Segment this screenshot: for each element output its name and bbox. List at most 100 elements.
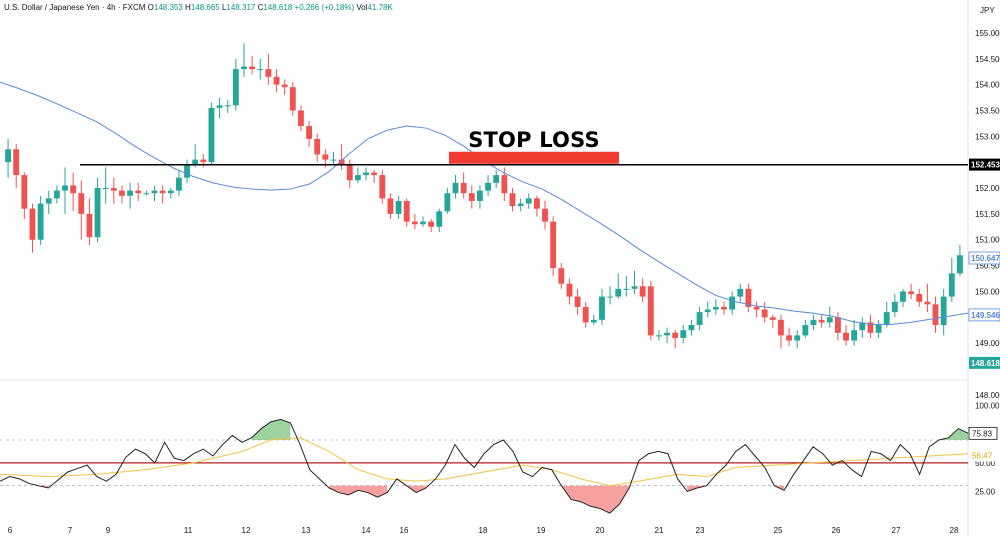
open-label: O — [147, 3, 154, 12]
oversold-fill — [687, 485, 707, 492]
bear-candle — [778, 319, 784, 336]
bull-candle — [94, 188, 101, 238]
bull-candle — [859, 322, 866, 331]
high-value: 148.665 — [190, 3, 220, 12]
bull-candle — [875, 325, 882, 333]
bull-candle — [940, 296, 947, 326]
oversold-fill — [561, 485, 630, 514]
price-label-box — [968, 251, 1000, 265]
bear-candle — [550, 221, 557, 269]
x-tick-label: 25 — [774, 526, 783, 535]
bear-candle — [346, 164, 353, 181]
bull-candle — [623, 288, 630, 290]
bear-candle — [932, 304, 939, 326]
bull-candle — [794, 335, 801, 341]
price-tick-label: 152.000 — [975, 184, 1000, 193]
bull-candle — [810, 319, 817, 326]
price-label-text: 149.546 — [971, 311, 1000, 320]
bear-candle — [916, 294, 923, 302]
bull-candle — [607, 296, 614, 298]
bear-candle — [501, 175, 508, 194]
oscillator-tick-label: 50.00 — [975, 459, 996, 468]
bull-candle — [655, 335, 662, 337]
bull-candle — [53, 190, 60, 199]
x-tick-label: 20 — [596, 526, 605, 535]
bear-candle — [314, 138, 321, 155]
x-tick-label: 13 — [302, 526, 311, 535]
x-tick-label: 14 — [362, 526, 371, 535]
bull-candle — [802, 325, 809, 336]
bull-candle — [900, 291, 906, 302]
overbought-fill — [938, 428, 968, 440]
bear-candle — [298, 110, 304, 126]
price-tick-label: 150.000 — [975, 287, 1000, 296]
bear-candle — [786, 335, 793, 341]
oscillator-signal-line — [0, 437, 969, 487]
bull-candle — [493, 175, 500, 183]
bull-candle — [216, 105, 223, 108]
oscillator-value-text: 75.83 — [972, 429, 993, 438]
price-tick-label: 150.500 — [975, 262, 1000, 271]
bull-candle — [151, 190, 158, 194]
bull-candle — [354, 175, 361, 181]
bull-candle — [525, 198, 532, 204]
bear-candle — [249, 66, 256, 70]
oscillator-value-box — [968, 426, 998, 440]
bull-candle — [664, 332, 670, 336]
oscillator-value-box — [969, 449, 997, 462]
close-value: 148.618 — [263, 3, 293, 12]
bull-candle — [957, 255, 963, 274]
bull-candle — [208, 107, 215, 163]
x-tick-label: 6 — [8, 526, 13, 535]
x-tick-label: 18 — [479, 526, 488, 535]
bear-candle — [306, 125, 313, 139]
bear-candle — [428, 221, 435, 227]
bull-candle — [883, 312, 890, 326]
oscillator-line — [0, 418, 969, 514]
bull-candle — [45, 198, 52, 204]
bull-candle — [37, 203, 44, 240]
bear-candle — [21, 175, 28, 209]
bear-candle — [672, 332, 679, 338]
price-tick-label: 151.000 — [975, 236, 1000, 245]
bear-candle — [86, 213, 93, 238]
bull-candle — [127, 190, 134, 196]
currency-label: JPY — [980, 6, 995, 15]
price-tick-label: 148.000 — [975, 391, 1000, 400]
bull-candle — [680, 330, 687, 338]
bear-candle — [582, 306, 589, 323]
bull-candle — [851, 330, 858, 341]
bull-candle — [599, 296, 605, 320]
low-value: 148.317 — [226, 3, 256, 12]
x-tick-label: 12 — [242, 526, 251, 535]
bull-candle — [257, 69, 264, 71]
bear-candle — [119, 190, 125, 196]
open-value: 148.353 — [153, 3, 183, 12]
bear-candle — [542, 208, 548, 222]
x-tick-label: 9 — [106, 526, 111, 535]
bull-candle — [192, 159, 199, 165]
bull-candle — [688, 325, 695, 331]
bear-candle — [265, 69, 272, 77]
stop-loss-label: STOP LOSS — [468, 128, 600, 152]
price-label-text: 150.647 — [971, 254, 1000, 263]
symbol-title: U.S. Dollar / Japanese Yen · 4h · FXCM — [4, 3, 146, 12]
bull-candle — [420, 221, 426, 225]
bear-candle — [761, 309, 768, 318]
bull-candle — [224, 105, 231, 107]
bull-candle — [948, 273, 955, 297]
x-tick-label: 28 — [950, 526, 959, 535]
bear-candle — [200, 159, 207, 163]
price-tick-label: 149.000 — [975, 339, 1000, 348]
bull-candle — [167, 190, 174, 194]
price-tick-label: 155.000 — [975, 29, 1000, 38]
price-label-text: 152.453 — [971, 161, 1000, 170]
bull-candle — [696, 312, 703, 326]
bull-candle — [330, 159, 337, 161]
bear-candle — [70, 185, 77, 194]
bear-candle — [924, 301, 931, 305]
bear-candle — [78, 193, 85, 214]
bear-candle — [558, 268, 565, 284]
price-label-text: 148.618 — [971, 359, 1000, 368]
